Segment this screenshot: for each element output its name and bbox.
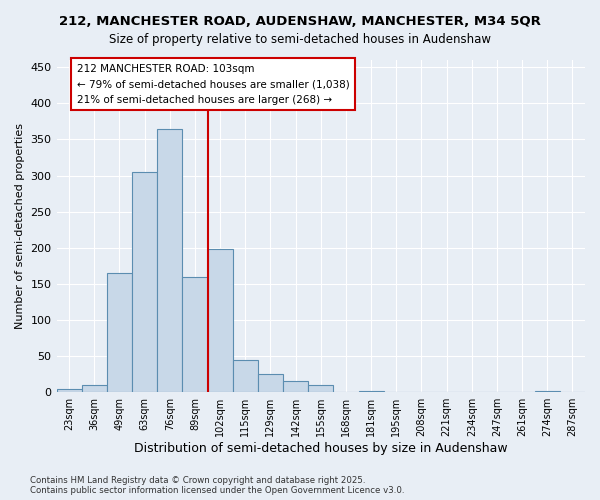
Text: Size of property relative to semi-detached houses in Audenshaw: Size of property relative to semi-detach… (109, 32, 491, 46)
Text: 212 MANCHESTER ROAD: 103sqm
← 79% of semi-detached houses are smaller (1,038)
21: 212 MANCHESTER ROAD: 103sqm ← 79% of sem… (77, 64, 349, 105)
Text: 212, MANCHESTER ROAD, AUDENSHAW, MANCHESTER, M34 5QR: 212, MANCHESTER ROAD, AUDENSHAW, MANCHES… (59, 15, 541, 28)
Bar (258, 374, 283, 392)
Bar (82, 385, 107, 392)
Bar (233, 360, 258, 392)
Bar (283, 382, 308, 392)
X-axis label: Distribution of semi-detached houses by size in Audenshaw: Distribution of semi-detached houses by … (134, 442, 508, 455)
Bar (182, 276, 208, 392)
Bar (308, 385, 334, 392)
Bar (535, 391, 560, 392)
Bar (107, 273, 132, 392)
Bar (132, 172, 157, 392)
Bar (157, 128, 182, 392)
Y-axis label: Number of semi-detached properties: Number of semi-detached properties (15, 123, 25, 329)
Text: Contains HM Land Registry data © Crown copyright and database right 2025.
Contai: Contains HM Land Registry data © Crown c… (30, 476, 404, 495)
Bar (208, 249, 233, 392)
Bar (56, 388, 82, 392)
